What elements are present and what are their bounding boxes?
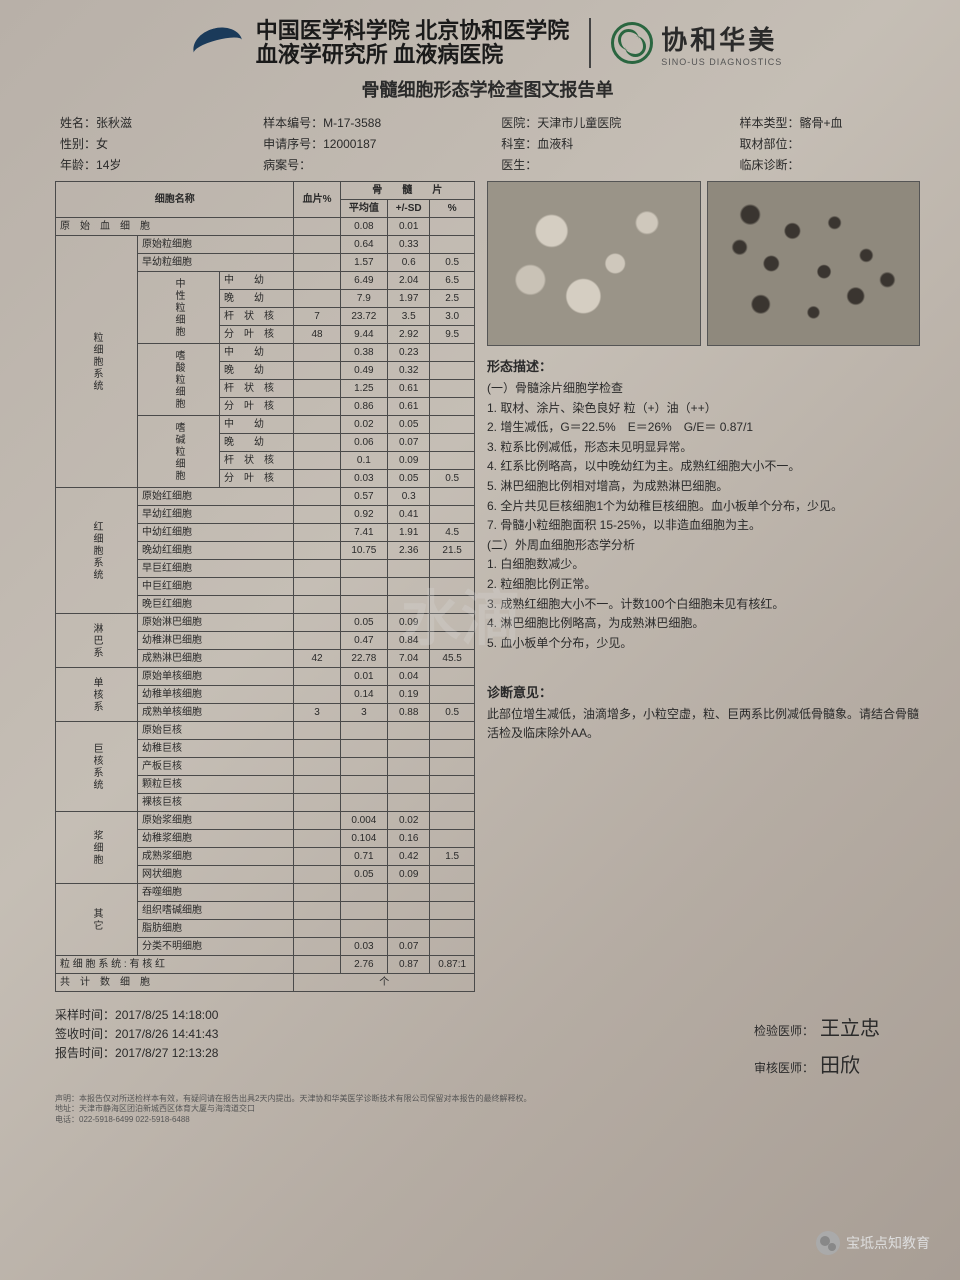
ratio-row: 粒 细 胞 系 统 : 有 核 红2.760.870.87:1: [56, 956, 475, 974]
case-label: 病案号：: [263, 156, 311, 173]
brand-logo: 协和华美 SINO-US DIAGNOSTICS: [611, 20, 782, 67]
clinical-label: 临床诊断：: [739, 156, 799, 173]
name-value: 张秋滋: [96, 116, 132, 130]
diagnosis-title: 诊断意见：: [487, 682, 920, 701]
morph-b4: 4. 淋巴细胞比例略高，为成熟淋巴细胞。: [487, 614, 920, 633]
sample-time-label: 采样时间：: [55, 1008, 115, 1022]
diagnostics-icon: [611, 22, 653, 64]
th-sd: +/-SD: [388, 200, 430, 218]
morph-sub2: (二）外周血细胞形态学分析: [487, 536, 920, 555]
table-row: 淋巴系原始淋巴细胞0.050.09: [56, 614, 475, 632]
morph-b2: 2. 粒细胞比例正常。: [487, 575, 920, 594]
request-value: 12000187: [323, 137, 376, 151]
morph-l1: 1. 取材、涂片、染色良好 粒（+）油（++）: [487, 399, 920, 418]
morphology-title: 形态描述：: [487, 356, 920, 375]
receive-time-label: 签收时间：: [55, 1027, 115, 1041]
wechat-text: 宝坻点知教育: [846, 1233, 930, 1253]
microscopy-image-2: [707, 181, 921, 346]
sex-label: 性别：: [60, 135, 96, 152]
hospital-label: 医院：: [501, 114, 537, 131]
cell-count-table: 细胞名称 血片% 骨 髓 片 平均值 +/-SD % 原 始 血 细 胞0.08…: [55, 181, 475, 992]
th-blood: 血片%: [294, 182, 340, 218]
th-cellname: 细胞名称: [56, 182, 294, 218]
morph-l7: 7. 骨髓小粒细胞面积 15-25%，以非造血细胞为主。: [487, 516, 920, 535]
disclaimer-2: 地址：天津市静海区团泊新城西区体育大厦与海湾道交口: [55, 1104, 920, 1114]
reviewer-signature: 田欣: [820, 1055, 860, 1077]
morph-b3: 3. 成熟红细胞大小不一。计数100个白细胞未见有核红。: [487, 595, 920, 614]
reviewer-label: 审核医师：: [754, 1061, 814, 1075]
morph-l2: 2. 增生减低，G＝22.5% E＝26% G/E＝ 0.87/1: [487, 418, 920, 437]
sex-value: 女: [96, 137, 108, 151]
morph-l4: 4. 红系比例略高，以中晚幼红为主。成熟红细胞大小不一。: [487, 457, 920, 476]
sampletype-label: 样本类型：: [739, 114, 799, 131]
wechat-icon: [816, 1231, 840, 1255]
disclaimer-3: 电话：022-5918-6499 022-5918-6488: [55, 1115, 920, 1125]
morphology-description: (一）骨髓涂片细胞学检查 1. 取材、涂片、染色良好 粒（+）油（++） 2. …: [487, 379, 920, 652]
morph-l3: 3. 粒系比例减低，形态未见明显异常。: [487, 438, 920, 457]
sample-time: 2017/8/25 14:18:00: [115, 1008, 218, 1022]
sample-value: M-17-3588: [323, 116, 381, 130]
institute-line2: 血液学研究所 血液病医院: [256, 43, 570, 67]
morph-l5: 5. 淋巴细胞比例相对增高，为成熟淋巴细胞。: [487, 477, 920, 496]
table-row: 其它吞噬细胞: [56, 884, 475, 902]
table-row: 粒细胞系统原始粒细胞0.640.33: [56, 236, 475, 254]
header-divider: [589, 18, 591, 68]
diagnosis-text: 此部位增生减低，油滴增多，小粒空虚，粒、巨两系比例减低骨髓象。请结合骨髓活检及临…: [487, 705, 920, 742]
morph-b1: 1. 白细胞数减少。: [487, 555, 920, 574]
disclaimer-1: 声明：本报告仅对所送检样本有效，有疑问请在报告出具2天内提出。天津协和华美医学诊…: [55, 1094, 920, 1104]
institute-logo: 中国医学科学院 北京协和医学院 血液学研究所 血液病医院: [193, 19, 570, 67]
wechat-tag: 宝坻点知教育: [816, 1231, 930, 1255]
institute-line1: 中国医学科学院 北京协和医学院: [256, 19, 570, 43]
th-marrow: 骨 髓 片: [340, 182, 474, 200]
microscopy-image-1: [487, 181, 701, 346]
receive-time: 2017/8/26 14:41:43: [115, 1027, 218, 1041]
disclaimer: 声明：本报告仅对所送检样本有效，有疑问请在报告出具2天内提出。天津协和华美医学诊…: [55, 1094, 920, 1125]
sample-label: 样本编号：: [263, 114, 323, 131]
table-row: 浆细胞原始浆细胞0.0040.02: [56, 812, 475, 830]
morph-l6: 6. 全片共见巨核细胞1个为幼稚巨核细胞。血小板单个分布，少见。: [487, 497, 920, 516]
tester-label: 检验医师：: [754, 1024, 814, 1038]
brand-en: SINO-US DIAGNOSTICS: [661, 57, 782, 67]
sampletype-value: 髂骨+血: [799, 116, 842, 130]
patient-info: 姓名：张秋滋 样本编号：M-17-3588 医院：天津市儿童医院 样本类型：髂骨…: [55, 114, 920, 173]
tester-signature: 王立忠: [820, 1018, 880, 1040]
report-header: 中国医学科学院 北京协和医学院 血液学研究所 血液病医院 协和华美 SINO-U…: [55, 18, 920, 68]
name-label: 姓名：: [60, 114, 96, 131]
hospital-value: 天津市儿童医院: [537, 116, 621, 130]
morph-b5: 5. 血小板单个分布，少见。: [487, 634, 920, 653]
count-row: 共 计 数 细 胞个: [56, 974, 475, 992]
th-pct: %: [430, 200, 475, 218]
morph-sub1: (一）骨髓涂片细胞学检查: [487, 379, 920, 398]
table-row: 单核系原始单核细胞0.010.04: [56, 668, 475, 686]
dept-value: 血液科: [537, 137, 573, 151]
age-label: 年龄：: [60, 156, 96, 173]
microscopy-images: [487, 181, 920, 346]
dept-label: 科室：: [501, 135, 537, 152]
table-row: 红细胞系统原始红细胞0.570.3: [56, 488, 475, 506]
table-row: 原 始 血 细 胞0.080.01: [56, 218, 475, 236]
report-footer: 采样时间：2017/8/25 14:18:00 签收时间：2017/8/26 1…: [55, 1004, 920, 1086]
table-row: 巨核系统原始巨核: [56, 722, 475, 740]
site-label: 取材部位：: [739, 135, 799, 152]
report-time: 2017/8/27 12:13:28: [115, 1046, 218, 1060]
request-label: 申请序号：: [263, 135, 323, 152]
report-title: 骨髓细胞形态学检查图文报告单: [55, 76, 920, 102]
doctor-label: 医生：: [501, 156, 537, 173]
brand-cn: 协和华美: [661, 20, 782, 57]
th-avg: 平均值: [340, 200, 388, 218]
age-value: 14岁: [96, 158, 121, 172]
report-time-label: 报告时间：: [55, 1046, 115, 1060]
swoosh-icon: [193, 23, 248, 63]
